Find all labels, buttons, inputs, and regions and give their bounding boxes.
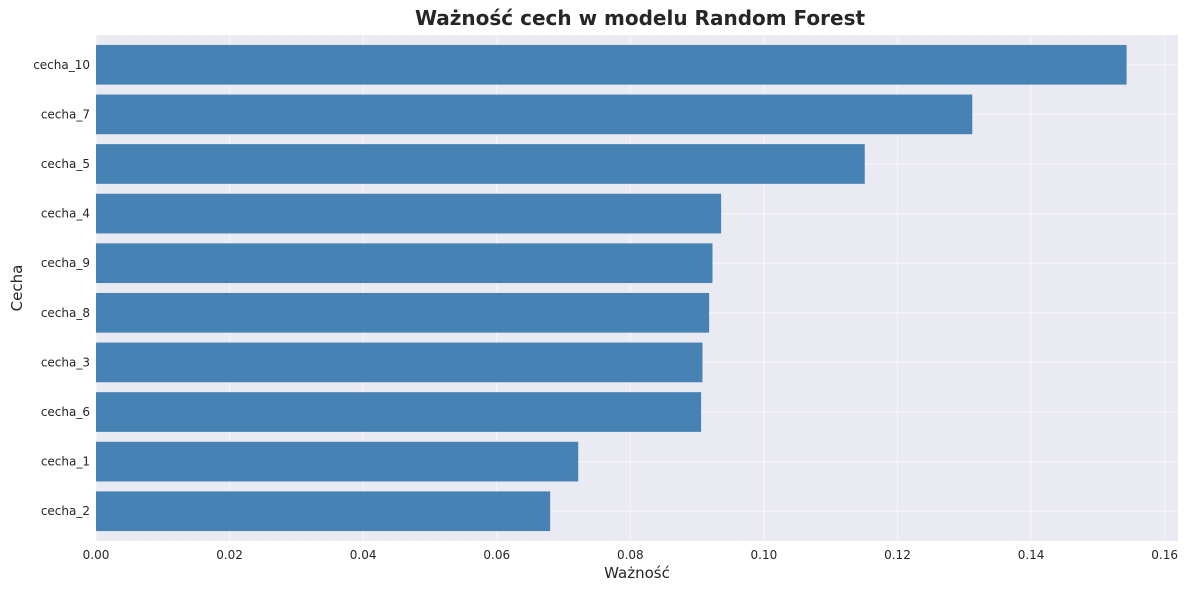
bar-cecha_4: [96, 193, 722, 234]
bar-cecha_1: [96, 441, 579, 482]
chart-title: Ważność cech w modelu Random Forest: [415, 6, 866, 30]
bar-cecha_6: [96, 392, 702, 432]
x-tick-label: 0.06: [483, 548, 510, 562]
bars: [96, 44, 1127, 532]
y-tick-label: cecha_10: [33, 58, 90, 72]
y-tick-label: cecha_7: [41, 107, 90, 121]
y-tick-label: cecha_8: [41, 306, 90, 320]
y-tick-labels: cecha_10 cecha_7 cecha_5 cecha_4 cecha_9cech…: [33, 58, 90, 518]
x-tick-label: 0.04: [350, 548, 377, 562]
y-tick-label: cecha_1: [41, 455, 90, 469]
y-axis-label: Cecha: [8, 265, 26, 312]
x-tick-label: 0.02: [216, 548, 243, 562]
x-tick-label: 0.16: [1151, 548, 1178, 562]
x-tick-label: 0.00: [83, 548, 110, 562]
y-tick-label: cecha_3: [41, 355, 90, 369]
bar-cecha_10: [96, 44, 1127, 85]
bar-cecha_8: [96, 292, 710, 333]
bar-cecha_7: [96, 94, 973, 135]
bar-cecha_9: [96, 243, 713, 284]
x-tick-label: 0.08: [617, 548, 644, 562]
x-tick-label: 0.10: [751, 548, 778, 562]
x-axis-label: Ważność: [604, 564, 670, 582]
y-tick-label: cecha_4: [41, 207, 90, 221]
bar-cecha_2: [96, 491, 551, 532]
y-tick-label: cecha_9: [41, 256, 90, 270]
bar-cecha_3: [96, 342, 703, 383]
x-tick-labels: 0.00 0.02 0.04 0.06 0.08 0.10 0.12 0.14 0.16: [83, 548, 1178, 562]
bar-cecha_5: [96, 144, 865, 184]
x-tick-label: 0.12: [884, 548, 911, 562]
y-tick-label: cecha_6: [41, 405, 90, 419]
y-tick-label: cecha_5: [41, 157, 90, 171]
y-tick-label: cecha_2: [41, 504, 90, 518]
x-tick-label: 0.14: [1018, 548, 1045, 562]
